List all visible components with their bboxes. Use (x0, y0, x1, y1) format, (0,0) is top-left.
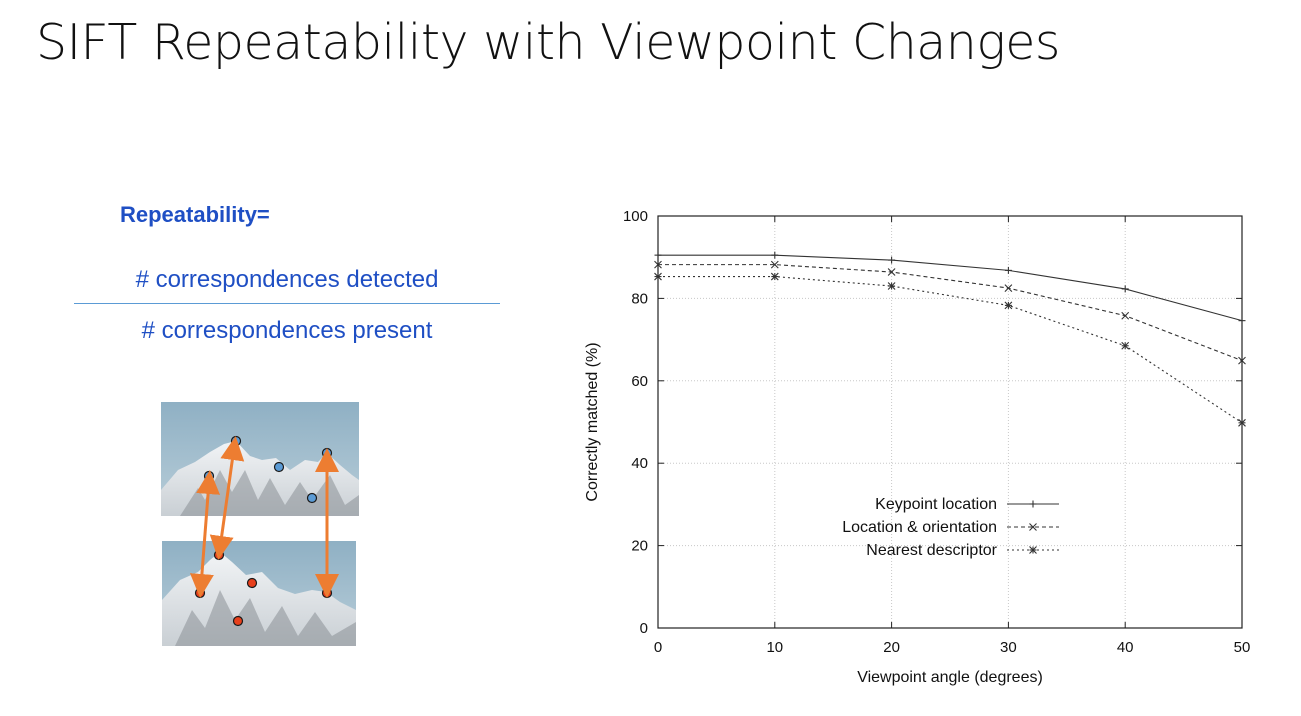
data-point (888, 256, 896, 264)
data-point (1121, 285, 1129, 293)
formula-numerator: # correspondences detected (135, 266, 439, 293)
data-point (1238, 317, 1246, 325)
data-point (1004, 301, 1013, 310)
x-tick-label: 0 (654, 639, 662, 656)
data-point (654, 251, 662, 259)
x-tick-label: 10 (766, 639, 783, 656)
data-point (1238, 418, 1246, 427)
y-tick-label: 60 (631, 373, 648, 390)
legend-entry: Nearest descriptor (866, 542, 997, 559)
data-point (1029, 546, 1037, 554)
x-tick-label: 20 (883, 639, 900, 656)
y-tick-label: 40 (631, 455, 648, 472)
data-point (770, 272, 779, 281)
data-point (1029, 500, 1037, 508)
data-point (654, 260, 662, 269)
x-tick-label: 40 (1117, 639, 1134, 656)
fraction-line (74, 303, 500, 304)
legend: Keypoint location Location & orientation N… (842, 496, 1059, 559)
plot-frame (657, 215, 1243, 629)
legend-entry: Keypoint location (875, 496, 997, 513)
x-tick-label: 30 (1000, 639, 1017, 656)
data-point (770, 260, 779, 269)
y-tick-label: 0 (640, 620, 648, 637)
series-line (658, 264, 1243, 362)
data-point (1121, 311, 1130, 320)
series (654, 251, 1246, 427)
y-tick-label: 80 (631, 290, 648, 307)
y-tick-label: 100 (623, 208, 648, 225)
repeatability-label: Repeatability= (120, 202, 270, 227)
data-point (1004, 266, 1012, 274)
data-point (887, 268, 896, 276)
y-tick-label: 20 (631, 538, 648, 555)
data-point (1004, 284, 1013, 292)
legend-entry: Location & orientation (842, 519, 997, 536)
slide-title: SIFT Repeatability with Viewpoint Change… (36, 14, 1060, 71)
data-point (1029, 523, 1037, 531)
data-point (1238, 356, 1246, 365)
y-axis-label: Correctly matched (%) (584, 342, 601, 501)
grid (658, 216, 1242, 628)
x-tick-label: 50 (1234, 639, 1251, 656)
x-axis-label: Viewpoint angle (degrees) (857, 669, 1043, 686)
series-line (658, 254, 1243, 322)
data-point (771, 251, 779, 259)
data-point (654, 272, 662, 281)
data-point (887, 282, 896, 290)
axis-ticks: 0 10 20 30 40 50 0 20 40 60 80 100 (623, 208, 1250, 656)
formula-denominator: # correspondences present (141, 317, 433, 344)
data-point (1121, 341, 1130, 350)
